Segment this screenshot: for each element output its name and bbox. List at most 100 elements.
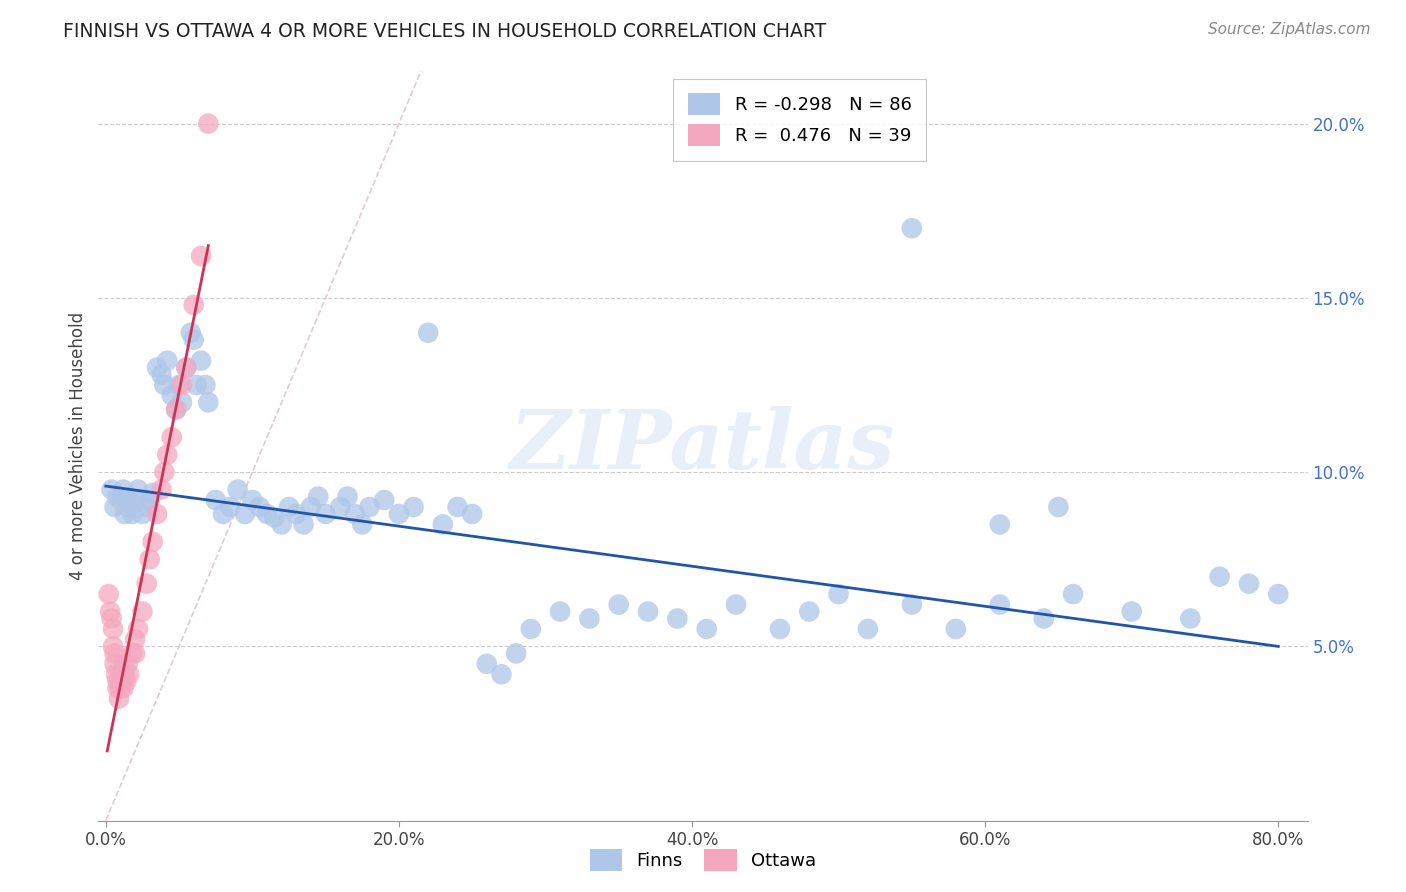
Point	[856, 622, 879, 636]
Point	[101, 640, 124, 654]
Point	[112, 483, 135, 497]
Point	[402, 500, 425, 514]
Point	[186, 378, 208, 392]
Point	[1062, 587, 1084, 601]
Point	[799, 605, 821, 619]
Point	[107, 490, 129, 504]
Point	[103, 646, 125, 660]
Point	[114, 507, 136, 521]
Point	[165, 402, 187, 417]
Point	[343, 507, 366, 521]
Point	[127, 483, 149, 497]
Point	[270, 517, 292, 532]
Point	[112, 657, 135, 671]
Point	[146, 360, 169, 375]
Point	[167, 378, 190, 392]
Point	[156, 353, 179, 368]
Point	[388, 507, 411, 521]
Point	[176, 360, 198, 375]
Point	[100, 483, 122, 497]
Point	[352, 517, 374, 532]
Point	[637, 605, 659, 619]
Point	[204, 493, 226, 508]
Point	[249, 500, 271, 514]
Point	[160, 388, 183, 402]
Point	[114, 667, 136, 681]
Point	[111, 674, 134, 689]
Point	[115, 674, 138, 689]
Point	[226, 483, 249, 497]
Point	[190, 353, 212, 368]
Point	[180, 326, 202, 340]
Point	[124, 632, 146, 647]
Point	[1032, 611, 1054, 625]
Point	[156, 448, 179, 462]
Point	[110, 667, 132, 681]
Point	[153, 465, 176, 479]
Point	[548, 605, 571, 619]
Point	[121, 646, 143, 660]
Point	[135, 576, 157, 591]
Point	[118, 667, 141, 681]
Point	[121, 507, 143, 521]
Point	[197, 395, 219, 409]
Point	[432, 517, 454, 532]
Point	[117, 500, 139, 514]
Point	[138, 552, 160, 566]
Point	[219, 500, 242, 514]
Point	[666, 611, 689, 625]
Point	[107, 681, 129, 696]
Point	[131, 605, 153, 619]
Point	[491, 667, 513, 681]
Point	[520, 622, 543, 636]
Point	[1180, 611, 1202, 625]
Point	[142, 534, 165, 549]
Point	[105, 667, 128, 681]
Point	[107, 674, 129, 689]
Point	[1208, 570, 1230, 584]
Point	[263, 510, 285, 524]
Point	[1267, 587, 1289, 601]
Text: Source: ZipAtlas.com: Source: ZipAtlas.com	[1208, 22, 1371, 37]
Point	[233, 507, 256, 521]
Point	[329, 500, 352, 514]
Point	[170, 378, 193, 392]
Point	[607, 598, 630, 612]
Point	[1047, 500, 1070, 514]
Point	[100, 611, 122, 625]
Point	[97, 587, 120, 601]
Point	[359, 500, 381, 514]
Point	[696, 622, 718, 636]
Point	[103, 500, 125, 514]
Point	[127, 622, 149, 636]
Y-axis label: 4 or more Vehicles in Household: 4 or more Vehicles in Household	[69, 312, 87, 580]
Text: ZIPatlas: ZIPatlas	[510, 406, 896, 486]
Point	[101, 622, 124, 636]
Point	[110, 493, 132, 508]
Point	[307, 490, 329, 504]
Point	[446, 500, 468, 514]
Point	[240, 493, 263, 508]
Text: FINNISH VS OTTAWA 4 OR MORE VEHICLES IN HOUSEHOLD CORRELATION CHART: FINNISH VS OTTAWA 4 OR MORE VEHICLES IN …	[63, 22, 827, 41]
Point	[194, 378, 217, 392]
Point	[901, 598, 924, 612]
Point	[827, 587, 849, 601]
Point	[418, 326, 440, 340]
Legend: R = -0.298   N = 86, R =  0.476   N = 39: R = -0.298 N = 86, R = 0.476 N = 39	[673, 78, 927, 161]
Point	[98, 605, 121, 619]
Point	[212, 507, 235, 521]
Point	[183, 298, 205, 312]
Point	[165, 402, 187, 417]
Point	[988, 598, 1011, 612]
Point	[146, 507, 169, 521]
Point	[292, 517, 315, 532]
Point	[505, 646, 527, 660]
Point	[315, 507, 337, 521]
Point	[176, 360, 198, 375]
Point	[1237, 576, 1260, 591]
Point	[285, 507, 308, 521]
Point	[124, 493, 146, 508]
Point	[124, 646, 146, 660]
Legend: Finns, Ottawa: Finns, Ottawa	[582, 842, 824, 879]
Point	[769, 622, 792, 636]
